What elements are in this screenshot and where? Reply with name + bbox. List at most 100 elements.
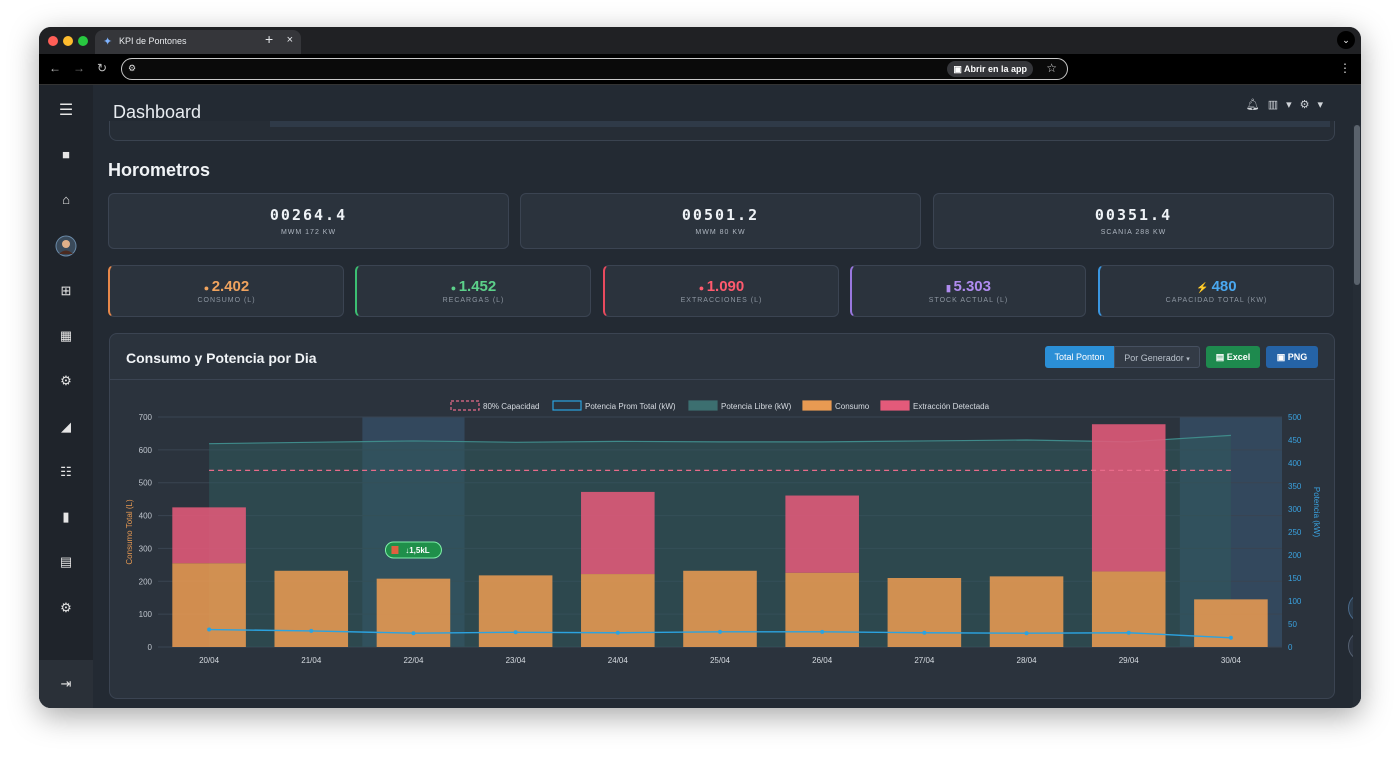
maximize-window-button[interactable] — [78, 36, 88, 46]
y2-tick-label: 300 — [1288, 505, 1302, 514]
close-window-button[interactable] — [48, 36, 58, 46]
hamburger-menu-icon[interactable]: ☰ — [58, 102, 74, 119]
forward-icon[interactable]: → — [73, 61, 85, 75]
badge-box-icon — [391, 546, 399, 554]
horometro-card: 00264.4 MWM 172 KW — [108, 193, 509, 249]
y2-tick-label: 150 — [1288, 574, 1302, 583]
tab-bar: ✦ KPI de Pontones × + ⌄ — [39, 27, 1361, 54]
y2-tick-label: 500 — [1288, 413, 1302, 422]
x-tick-label: 25/04 — [710, 656, 731, 665]
horometro-value: 00351.4 — [1094, 206, 1173, 224]
extraction-badge-text: ↓1,5kL — [405, 546, 430, 555]
gear-icon[interactable]: ⚙▾ — [1299, 99, 1331, 111]
x-tick-label: 23/04 — [506, 656, 527, 665]
site-settings-icon[interactable]: ⚙ — [128, 63, 137, 73]
logout-icon[interactable]: ⇥ — [60, 676, 72, 691]
chart-title: Consumo y Potencia por Dia — [126, 350, 317, 366]
legend-swatch — [802, 400, 832, 411]
y2-tick-label: 0 — [1288, 643, 1293, 652]
y-tick-label: 200 — [139, 577, 153, 586]
favicon-icon: ✦ — [103, 36, 113, 48]
kpi-label: CONSUMO (L) — [197, 297, 256, 304]
new-tab-button[interactable]: + — [265, 31, 274, 47]
consumo-bar — [683, 570, 757, 647]
bolt-icon: ⚡ — [1196, 283, 1212, 294]
extraction-icon: ● — [698, 283, 707, 293]
consumo-bar — [478, 575, 553, 647]
total-ponton-button[interactable]: Total Ponton — [1045, 346, 1114, 368]
app-icon: ▣ — [953, 64, 964, 74]
scrollbar-track[interactable] — [1353, 125, 1361, 708]
y-tick-label: 700 — [139, 413, 153, 422]
minimize-window-button[interactable] — [63, 36, 73, 46]
top-navbar: Dashboard 🔔︎▥▾⚙▾ — [93, 85, 1361, 125]
kpi-value: 1.452 — [458, 278, 497, 295]
checklist-icon[interactable]: ☷ — [60, 464, 72, 479]
y2-tick-label: 200 — [1288, 551, 1302, 560]
horometro-card: 00501.2 MWM 80 KW — [520, 193, 921, 249]
tab-search-icon[interactable]: ⌄ — [1337, 31, 1355, 49]
avatar-icon[interactable] — [39, 235, 93, 260]
potencia-prom-point — [1126, 630, 1131, 635]
potencia-prom-point — [207, 627, 212, 632]
excel-button[interactable]: ▤ Excel — [1206, 346, 1260, 368]
potencia-libre-line — [209, 434, 1231, 445]
y-tick-label: 100 — [139, 610, 153, 619]
y2-axis-label: Potencia (kW) — [1312, 487, 1321, 538]
sidebar: ☰ ■ ⌂ ⊞ ▦ ⚙ ◢ ☷ ▮ ▤ ⚙ ⇥ — [39, 85, 93, 708]
back-icon[interactable]: ← — [49, 61, 61, 75]
area-chart-icon[interactable]: ◢ — [61, 419, 71, 434]
x-tick-label: 22/04 — [403, 656, 424, 665]
browser-toolbar: ← → ↻ ⚙ ▣ Abrir en la app ☆ ⋮ — [39, 54, 1361, 85]
browser-tab[interactable]: ✦ KPI de Pontones × — [95, 30, 301, 54]
file-export-icon[interactable]: ▤ — [59, 554, 73, 569]
settings-icon[interactable]: ⚙ — [60, 600, 72, 615]
reload-icon[interactable]: ↻ — [97, 61, 108, 75]
y2-tick-label: 350 — [1288, 482, 1302, 491]
open-in-app-button[interactable]: ▣ Abrir en la app — [947, 61, 1033, 77]
potencia-prom-point — [615, 630, 620, 635]
address-bar[interactable]: ⚙ ▣ Abrir en la app ☆ — [121, 58, 1068, 80]
consumo-bar — [172, 563, 246, 647]
add-box-icon[interactable]: ⊞ — [60, 283, 72, 298]
close-tab-icon[interactable]: × — [286, 34, 293, 46]
browser-menu-icon[interactable]: ⋮ — [1339, 61, 1351, 75]
x-tick-label: 24/04 — [608, 656, 629, 665]
consumo-bar — [274, 570, 349, 647]
logout-area: ⇥ — [39, 660, 93, 708]
gears-icon[interactable]: ⚙ — [60, 373, 72, 388]
recharge-icon: ● — [450, 283, 459, 293]
consumo-potencia-chart: 0 100 200 300 400 500 600 700 0 50 100 150 200 250 300… — [125, 400, 1321, 665]
lock-icon[interactable]: ■ — [62, 147, 70, 162]
potencia-prom-point — [513, 630, 518, 635]
y2-tick-label: 100 — [1288, 597, 1302, 606]
bell-icon[interactable]: 🔔︎ — [1245, 99, 1268, 111]
png-button[interactable]: ▣ PNG — [1266, 346, 1318, 368]
x-tick-label: 21/04 — [301, 656, 322, 665]
building-icon[interactable]: ▥▾ — [1267, 99, 1300, 111]
legend-label: Consumo — [835, 402, 870, 411]
extraccion-bar — [172, 507, 246, 564]
legend-swatch — [688, 400, 718, 411]
kpi-card-capacidad: ⚡ 480 CAPACIDAD TOTAL (KW) — [1098, 265, 1334, 317]
bookmark-star-icon[interactable]: ☆ — [1046, 61, 1057, 75]
grid-icon[interactable]: ▦ — [59, 328, 73, 343]
legend-label: Potencia Libre (kW) — [721, 402, 792, 411]
x-tick-label: 20/04 — [199, 656, 220, 665]
legend-label: Potencia Prom Total (kW) — [585, 402, 676, 411]
browser-window: ✦ KPI de Pontones × + ⌄ ← → ↻ ⚙ ▣ Abrir … — [39, 27, 1361, 708]
previous-card-bottom — [109, 121, 1335, 141]
image-icon: ▣ — [1276, 352, 1288, 362]
x-tick-label: 30/04 — [1221, 656, 1242, 665]
scrollbar-thumb[interactable] — [1354, 125, 1360, 285]
y-tick-label: 600 — [139, 446, 153, 455]
potencia-prom-point — [1024, 631, 1029, 636]
fuel-pump-icon[interactable]: ▮ — [62, 509, 70, 524]
consumo-bar — [581, 574, 655, 647]
home-icon[interactable]: ⌂ — [62, 192, 70, 207]
consumo-bar — [989, 576, 1064, 647]
potencia-prom-point — [411, 631, 416, 636]
por-generador-dropdown[interactable]: Por Generador ▾ — [1114, 346, 1200, 368]
legend-swatch — [880, 400, 910, 411]
kpi-value: 1.090 — [706, 278, 745, 295]
